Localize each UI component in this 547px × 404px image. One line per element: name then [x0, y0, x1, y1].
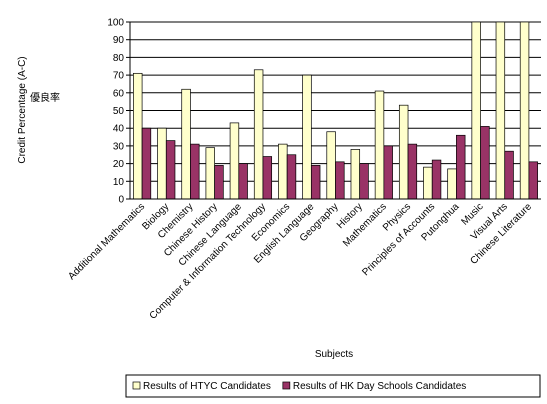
y-tick-label: 80: [113, 53, 125, 64]
y-tick-label: 70: [113, 71, 125, 82]
bar: [157, 127, 167, 200]
bar: [359, 163, 369, 200]
bar: [471, 21, 481, 200]
bar: [165, 140, 176, 200]
bar: [383, 145, 393, 200]
bar: [326, 131, 336, 200]
legend-label: Results of HTYC Candidates: [143, 381, 271, 392]
y-tick-label: 10: [113, 177, 125, 188]
x-axis-label: Subjects: [315, 349, 353, 360]
bar: [133, 72, 143, 200]
bar: [229, 122, 240, 200]
y-tick-label: 30: [113, 141, 125, 152]
bar: [302, 74, 312, 200]
y-tick-label: 100: [107, 18, 124, 29]
bar: [190, 143, 200, 200]
y-tick-label: 20: [113, 159, 125, 170]
bar: [504, 150, 514, 200]
bar: [205, 147, 215, 200]
bar: [286, 154, 297, 200]
bar: [214, 165, 224, 200]
legend-label: Results of HK Day Schools Candidates: [293, 381, 466, 392]
x-tick-label: Additional Mathematics: [66, 201, 147, 282]
bar: [253, 69, 264, 200]
bar: [350, 149, 361, 200]
bar: [495, 21, 506, 200]
y-tick-label: 0: [118, 195, 124, 206]
bar: [519, 21, 530, 200]
bar: [310, 165, 321, 200]
bar: [398, 104, 409, 200]
legend-box: [125, 374, 541, 398]
bar: [278, 143, 288, 200]
y-tick-label: 90: [113, 35, 125, 46]
legend-swatch: [282, 381, 291, 390]
bar: [431, 159, 442, 200]
bar: [528, 161, 538, 200]
bar: [480, 126, 490, 200]
y-axis-label: Credit Percentage (A-C): [17, 56, 28, 163]
bar: [456, 134, 466, 200]
bar: [238, 163, 248, 200]
bar: [374, 90, 385, 200]
bar: [423, 166, 433, 200]
bar: [141, 127, 152, 200]
y-axis-label: 優良率: [30, 91, 60, 104]
bar: [262, 156, 273, 200]
y-tick-label: 60: [113, 88, 125, 99]
bar: [407, 143, 418, 200]
y-tick-label: 50: [113, 106, 125, 117]
bar: [181, 88, 191, 200]
bar: [447, 168, 457, 200]
bar: [335, 161, 345, 200]
legend-swatch: [132, 381, 141, 390]
y-tick-label: 40: [113, 124, 125, 135]
